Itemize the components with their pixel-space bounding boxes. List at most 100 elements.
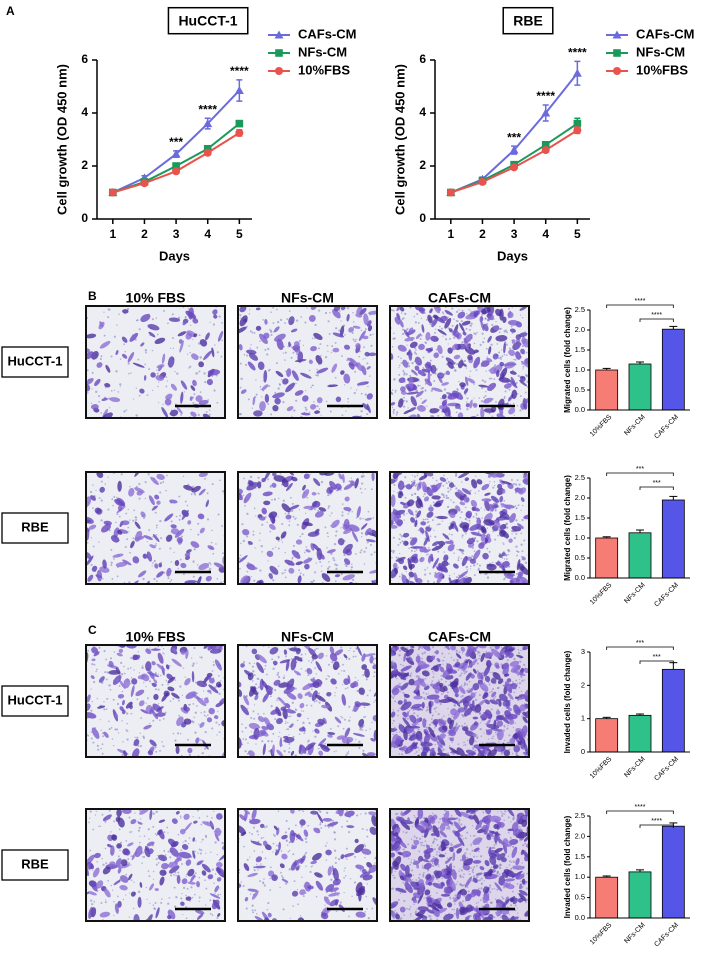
stained-cell — [192, 837, 196, 842]
debris — [507, 553, 510, 556]
debris — [465, 327, 468, 330]
debris — [353, 881, 357, 884]
debris — [135, 414, 138, 417]
debris — [409, 537, 412, 540]
stained-cell — [495, 698, 502, 702]
stained-cell — [519, 376, 526, 379]
stained-cell — [109, 397, 121, 403]
stained-cell — [447, 347, 453, 354]
stained-cell — [267, 912, 272, 918]
debris — [134, 812, 136, 814]
debris — [515, 752, 518, 755]
debris — [328, 565, 331, 568]
debris — [445, 482, 448, 485]
stained-cell — [428, 506, 434, 512]
stained-cell — [489, 699, 499, 705]
debris — [488, 683, 491, 686]
stained-cell — [174, 560, 180, 567]
debris — [305, 408, 308, 411]
debris — [350, 477, 353, 479]
stained-cell — [281, 478, 289, 488]
stained-cell — [511, 525, 522, 532]
debris — [117, 391, 120, 393]
debris — [308, 660, 310, 662]
debris — [360, 813, 362, 815]
debris — [346, 752, 349, 755]
stained-cell — [184, 677, 191, 686]
stained-cell — [521, 556, 526, 561]
stained-cell — [202, 413, 211, 418]
stained-cell — [174, 528, 185, 538]
stained-cell — [399, 319, 404, 328]
stained-cell — [301, 489, 310, 499]
debris — [461, 534, 464, 537]
stained-cell — [504, 361, 516, 369]
stained-cell — [239, 306, 247, 313]
debris — [508, 734, 511, 737]
debris — [123, 672, 126, 675]
debris — [306, 307, 308, 309]
debris — [162, 647, 165, 650]
stained-cell — [86, 854, 95, 865]
stained-cell — [283, 686, 295, 694]
stained-cell — [161, 406, 169, 418]
debris — [253, 331, 256, 334]
debris — [364, 357, 366, 359]
debris — [370, 553, 373, 556]
debris — [284, 551, 286, 554]
debris — [319, 810, 322, 813]
stained-cell — [207, 369, 221, 376]
debris — [206, 518, 210, 521]
debris — [156, 372, 159, 375]
stained-cell — [135, 846, 143, 858]
debris — [400, 357, 402, 360]
debris — [506, 526, 509, 529]
debris — [358, 746, 361, 749]
debris — [272, 579, 275, 582]
debris — [364, 715, 367, 718]
debris — [128, 581, 131, 584]
stained-cell — [165, 393, 173, 400]
debris — [431, 519, 434, 522]
debris — [460, 684, 463, 687]
debris — [348, 719, 351, 722]
stained-cell — [473, 310, 479, 317]
debris — [516, 572, 519, 575]
stained-cell — [491, 472, 504, 478]
debris — [397, 714, 399, 717]
debris — [181, 694, 184, 696]
debris — [366, 907, 368, 910]
stained-cell — [282, 378, 289, 385]
debris — [139, 732, 141, 734]
stained-cell — [372, 714, 377, 722]
debris — [466, 519, 468, 521]
debris — [407, 407, 409, 409]
debris — [366, 694, 369, 697]
stained-cell — [269, 513, 276, 524]
stained-cell — [199, 721, 205, 728]
debris — [100, 355, 103, 358]
stained-cell — [415, 333, 422, 340]
stained-cell — [443, 685, 448, 692]
debris — [247, 707, 249, 710]
marker — [235, 128, 244, 137]
stained-cell — [403, 693, 410, 698]
debris — [502, 543, 505, 545]
stained-cell — [155, 712, 166, 717]
stained-cell — [410, 481, 416, 488]
debris — [458, 725, 460, 728]
stained-cell — [279, 738, 283, 748]
debris — [521, 518, 524, 522]
stained-cell — [239, 315, 248, 327]
debris — [480, 386, 484, 390]
stained-cell — [472, 402, 478, 408]
stained-cell — [447, 669, 458, 674]
debris — [360, 475, 363, 478]
debris — [255, 379, 257, 381]
debris — [89, 490, 93, 494]
debris — [502, 729, 506, 732]
debris — [411, 361, 414, 365]
debris — [503, 395, 506, 398]
stained-cell — [344, 496, 350, 502]
debris — [313, 700, 316, 703]
